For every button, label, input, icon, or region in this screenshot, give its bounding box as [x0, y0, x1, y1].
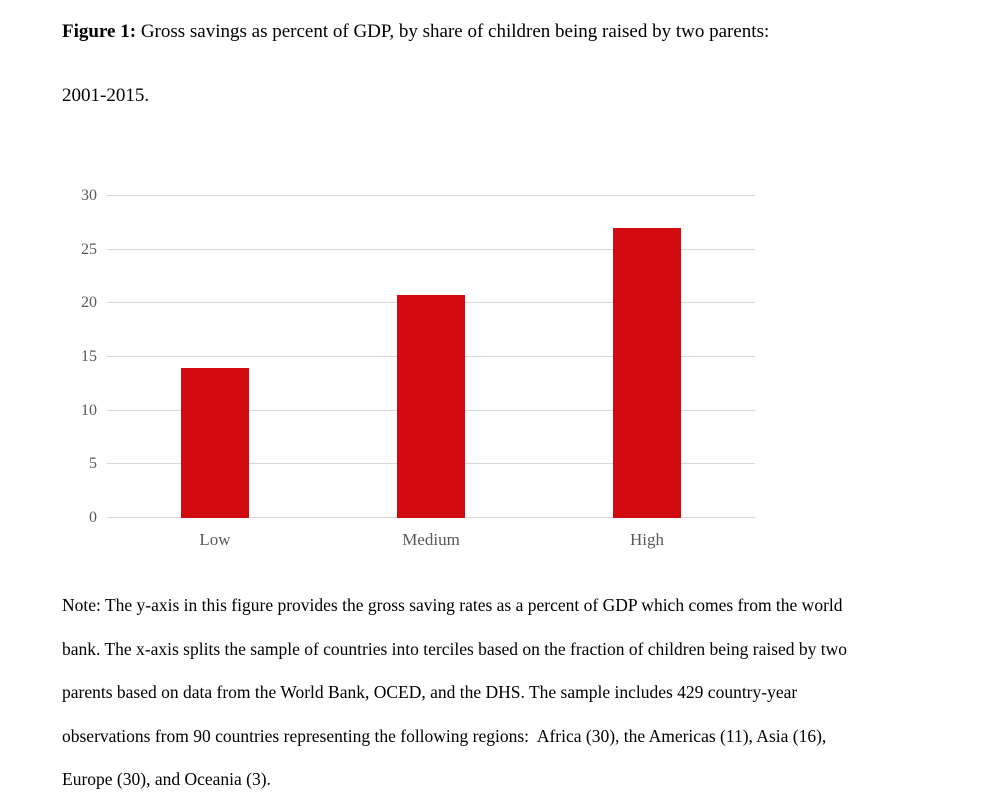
y-tick-label: 10	[81, 401, 97, 419]
figure-note: Note: The y-axis in this figure provides…	[62, 584, 982, 802]
x-tick-label: High	[630, 530, 664, 549]
note-line: Note: The y-axis in this figure provides…	[62, 595, 843, 615]
gridline	[107, 248, 755, 250]
y-tick-label: 20	[81, 294, 97, 312]
gridline	[107, 195, 755, 196]
bar-medium	[397, 294, 465, 518]
bar-high	[613, 228, 681, 518]
figure-label: Figure 1:	[62, 21, 137, 42]
y-tick-label: 0	[89, 509, 97, 526]
figure-caption-line2: 2001-2015.	[62, 85, 150, 106]
bar-low	[180, 367, 249, 518]
note-line: bank. The x-axis splits the sample of co…	[62, 638, 848, 659]
x-tick-label: Medium	[402, 530, 460, 549]
note-line: observations from 90 countries represent…	[62, 725, 827, 746]
bar-chart-plot-area: 0 5 10 15 20 25 30 Low Medium High	[81, 187, 755, 549]
figure-caption-line1: Figure 1: Gross savings as percent of GD…	[62, 0, 962, 64]
y-tick-label: 25	[81, 240, 97, 258]
x-tick-label: Low	[199, 530, 231, 549]
figure-caption-text: Gross savings as percent of GDP, by shar…	[136, 21, 770, 42]
note-line: Europe (30), and Oceania (3).	[62, 769, 271, 789]
y-tick-label: 30	[81, 187, 97, 204]
figure-caption: Figure 1: Gross savings as percent of GD…	[62, 0, 962, 128]
y-tick-label: 5	[89, 455, 97, 473]
y-tick-label: 15	[81, 348, 97, 365]
note-line: parents based on data from the World Ban…	[62, 682, 798, 702]
